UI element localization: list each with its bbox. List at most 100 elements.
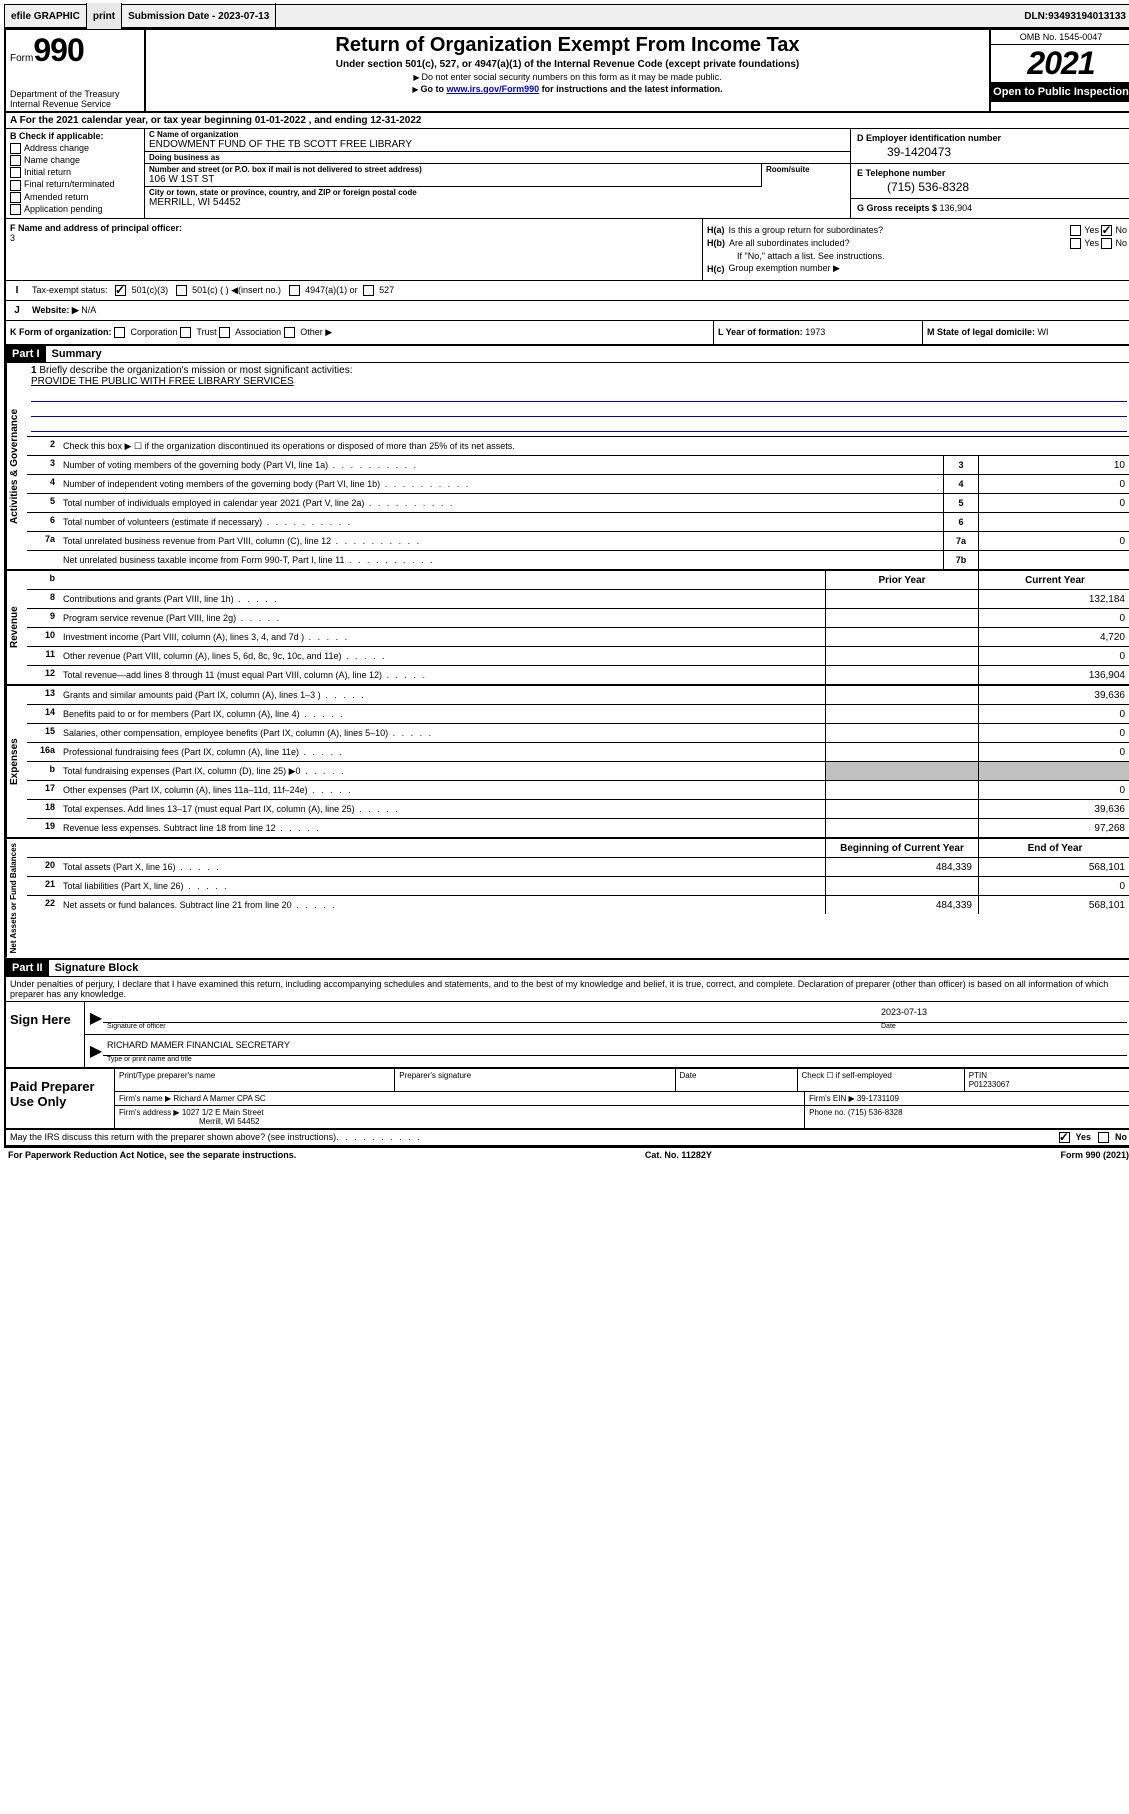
- gross-receipts-value: 136,904: [940, 203, 973, 213]
- firm-name-cell: Firm's name ▶ Richard A Mamer CPA SC: [115, 1092, 805, 1105]
- h-c: H(c) Group exemption number ▶: [707, 263, 1127, 274]
- row-a-tax-year: A For the 2021 calendar year, or tax yea…: [6, 113, 1129, 129]
- col-b-header: B Check if applicable:: [10, 131, 140, 141]
- 501c-checkbox[interactable]: [176, 285, 187, 296]
- firm-ein-cell: Firm's EIN ▶ 39-1731109: [805, 1092, 1129, 1105]
- chk-name-change[interactable]: Name change: [10, 155, 140, 166]
- chk-initial-return[interactable]: Initial return: [10, 167, 140, 178]
- ein-cell: D Employer identification number 39-1420…: [851, 129, 1129, 164]
- officer-value: 3: [10, 233, 15, 243]
- table-row: 11Other revenue (Part VIII, column (A), …: [27, 647, 1129, 666]
- corp-checkbox[interactable]: [114, 327, 125, 338]
- expenses-label: Expenses: [6, 686, 27, 837]
- table-row: 16aProfessional fundraising fees (Part I…: [27, 743, 1129, 762]
- omb-number: OMB No. 1545-0047: [991, 30, 1129, 45]
- ha-yes-checkbox[interactable]: [1070, 225, 1081, 236]
- website-value: N/A: [81, 305, 96, 315]
- discuss-no-checkbox[interactable]: [1098, 1132, 1109, 1143]
- revenue-section: Revenue b Prior Year Current Year 8Contr…: [6, 571, 1129, 686]
- street-address: 106 W 1ST ST: [149, 174, 757, 185]
- table-row: 10Investment income (Part VIII, column (…: [27, 628, 1129, 647]
- table-row: 9Program service revenue (Part VIII, lin…: [27, 609, 1129, 628]
- row-k-l-m: K Form of organization: Corporation Trus…: [6, 321, 1129, 346]
- prep-name-cell: Print/Type preparer's name: [115, 1069, 395, 1091]
- inspection-badge: Open to Public Inspection: [991, 82, 1129, 102]
- 4947-checkbox[interactable]: [289, 285, 300, 296]
- discuss-yes-checkbox[interactable]: [1059, 1132, 1070, 1143]
- h-a: H(a) Is this a group return for subordin…: [707, 225, 1127, 236]
- header-right: OMB No. 1545-0047 2021 Open to Public In…: [989, 30, 1129, 111]
- chk-application-pending[interactable]: Application pending: [10, 204, 140, 215]
- gross-receipts-cell: G Gross receipts $ 136,904: [851, 199, 1129, 218]
- print-button[interactable]: print: [87, 3, 122, 29]
- form-title: Return of Organization Exempt From Incom…: [150, 34, 985, 57]
- ptin-value: P01233067: [969, 1080, 1010, 1089]
- paperwork-notice: For Paperwork Reduction Act Notice, see …: [8, 1150, 296, 1160]
- firm-ein: 39-1731109: [857, 1094, 899, 1103]
- firm-address-1: 1027 1/2 E Main Street: [182, 1108, 264, 1117]
- form-subtitle: Under section 501(c), 527, or 4947(a)(1)…: [150, 59, 985, 70]
- table-row: 19Revenue less expenses. Subtract line 1…: [27, 819, 1129, 837]
- cat-no: Cat. No. 11282Y: [296, 1150, 1060, 1160]
- chk-amended[interactable]: Amended return: [10, 192, 140, 203]
- paid-preparer-label: Paid Preparer Use Only: [6, 1069, 115, 1128]
- city-cell: City or town, state or province, country…: [145, 187, 850, 209]
- section-f-h: F Name and address of principal officer:…: [6, 219, 1129, 281]
- 501c3-checkbox[interactable]: [115, 285, 126, 296]
- tax-year: 2021: [991, 45, 1129, 82]
- hb-yes-checkbox[interactable]: [1070, 238, 1081, 249]
- form-version: Form 990 (2021): [1060, 1150, 1129, 1160]
- revenue-label: Revenue: [6, 571, 27, 684]
- trust-checkbox[interactable]: [180, 327, 191, 338]
- expenses-section: Expenses 13Grants and similar amounts pa…: [6, 686, 1129, 839]
- org-name: ENDOWMENT FUND OF THE TB SCOTT FREE LIBR…: [149, 139, 846, 150]
- table-row: 7aTotal unrelated business revenue from …: [27, 532, 1129, 551]
- firm-name: Richard A Mamer CPA SC: [173, 1094, 265, 1103]
- ein-value: 39-1420473: [857, 145, 1125, 159]
- governance-section: Activities & Governance 1 Briefly descri…: [6, 363, 1129, 571]
- chk-address-change[interactable]: Address change: [10, 143, 140, 154]
- table-row: 15Salaries, other compensation, employee…: [27, 724, 1129, 743]
- firm-addr-cell: Firm's address ▶ 1027 1/2 E Main Street …: [115, 1106, 805, 1128]
- declaration-text: Under penalties of perjury, I declare th…: [6, 977, 1129, 1002]
- balances-label: Net Assets or Fund Balances: [6, 839, 27, 957]
- hb-no-checkbox[interactable]: [1101, 238, 1112, 249]
- table-row: 6Total number of volunteers (estimate if…: [27, 513, 1129, 532]
- col-k: K Form of organization: Corporation Trus…: [6, 321, 713, 344]
- footer: For Paperwork Reduction Act Notice, see …: [4, 1148, 1129, 1162]
- end-year-header: End of Year: [978, 839, 1129, 857]
- prior-year-header: Prior Year: [825, 571, 978, 589]
- address-cell: Number and street (or P.O. box if mail i…: [145, 164, 762, 187]
- table-row: 8Contributions and grants (Part VIII, li…: [27, 590, 1129, 609]
- q2-text: Check this box ▶ ☐ if the organization d…: [59, 437, 1129, 455]
- sig-arrow-icon-2: ▶: [89, 1039, 103, 1063]
- other-checkbox[interactable]: [284, 327, 295, 338]
- table-row: 5Total number of individuals employed in…: [27, 494, 1129, 513]
- mission-text: PROVIDE THE PUBLIC WITH FREE LIBRARY SER…: [31, 376, 294, 387]
- department: Department of the Treasury Internal Reve…: [10, 89, 140, 109]
- ha-no-checkbox[interactable]: [1101, 225, 1112, 236]
- h-b: H(b) Are all subordinates included? Yes …: [707, 238, 1127, 249]
- begin-year-header: Beginning of Current Year: [825, 839, 978, 857]
- header-left: Form 990 Department of the Treasury Inte…: [6, 30, 146, 111]
- signer-name: RICHARD MAMER FINANCIAL SECRETARY: [103, 1039, 1127, 1056]
- form-note-1: Do not enter social security numbers on …: [150, 72, 985, 82]
- table-row: Net unrelated business taxable income fr…: [27, 551, 1129, 569]
- sign-here-block: Sign Here ▶ Signature of officer 2023-07…: [6, 1002, 1129, 1069]
- firm-address-2: Merrill, WI 54452: [119, 1117, 259, 1126]
- balances-section: Net Assets or Fund Balances Beginning of…: [6, 839, 1129, 959]
- firm-phone: (715) 536-8328: [848, 1108, 903, 1117]
- sig-arrow-icon: ▶: [89, 1006, 103, 1030]
- mission-block: 1 Briefly describe the organization's mi…: [27, 363, 1129, 436]
- section-b-c-d-e: B Check if applicable: Address change Na…: [6, 129, 1129, 219]
- chk-final-return[interactable]: Final return/terminated: [10, 179, 140, 190]
- assoc-checkbox[interactable]: [219, 327, 230, 338]
- submission-date: Submission Date - 2023-07-13: [122, 3, 276, 29]
- h-b-note: If "No," attach a list. See instructions…: [707, 251, 1127, 261]
- city-state-zip: MERRILL, WI 54452: [149, 197, 846, 208]
- part-2-header: Part II Signature Block: [6, 960, 1129, 977]
- table-row: 22Net assets or fund balances. Subtract …: [27, 896, 1129, 914]
- form990-link[interactable]: www.irs.gov/Form990: [446, 84, 539, 94]
- year-formation: L Year of formation: 1973: [713, 321, 922, 344]
- 527-checkbox[interactable]: [363, 285, 374, 296]
